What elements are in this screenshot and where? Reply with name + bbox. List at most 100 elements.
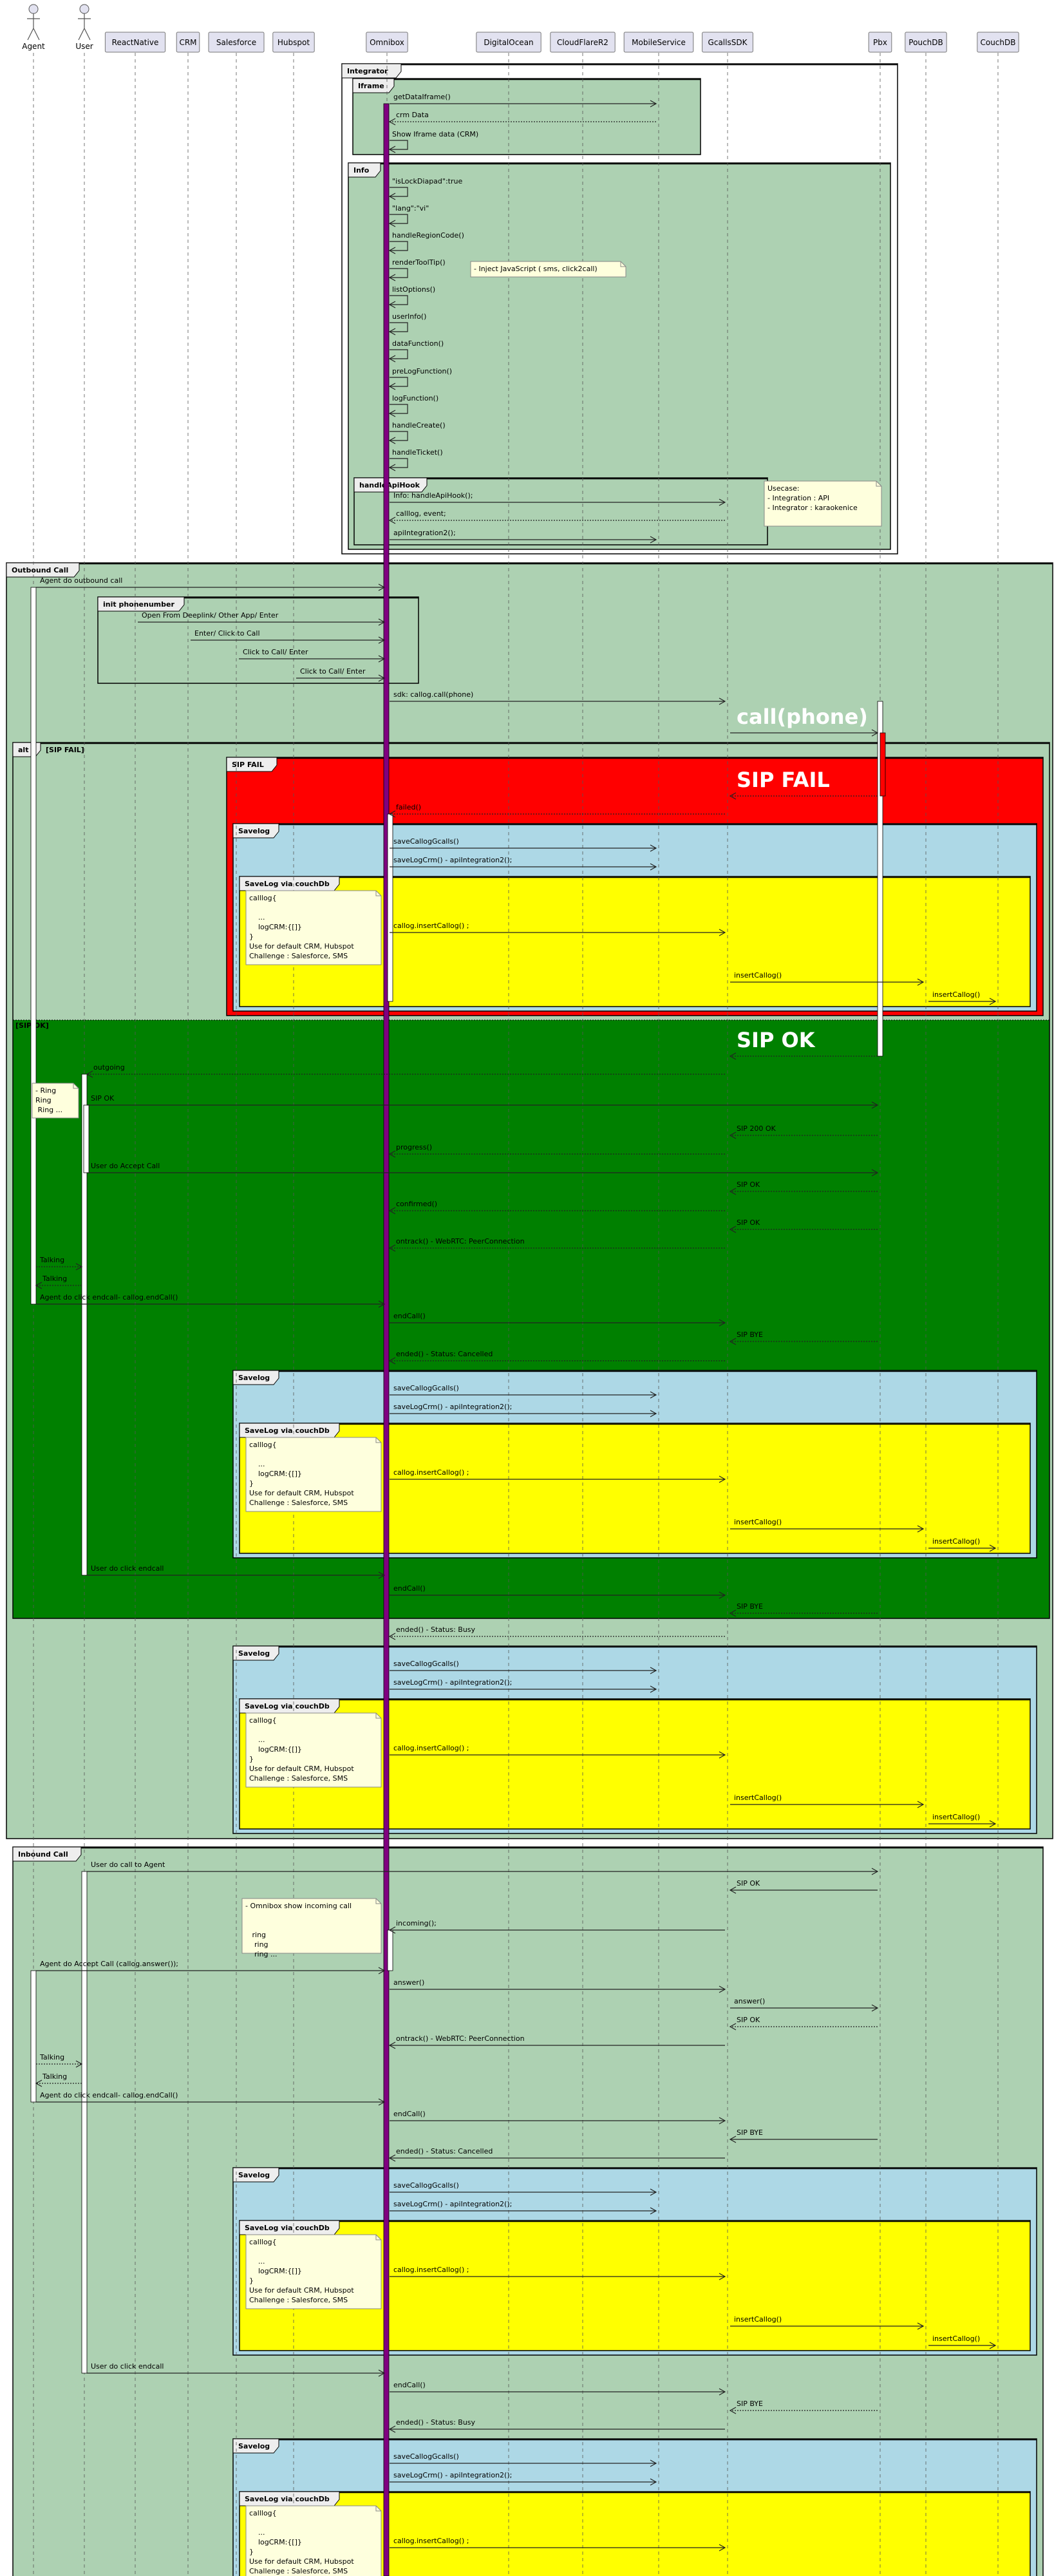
message: SIP OK: [729, 1180, 878, 1195]
message: insertCallog(): [928, 1813, 997, 1828]
message: saveLogCrm() - apiIntegration2();: [390, 856, 657, 871]
message: SIP BYE: [729, 2400, 878, 2414]
message-label: insertCallog(): [734, 2315, 782, 2324]
message-label: listOptions(): [392, 285, 435, 294]
alt-frame-box: [12, 742, 1050, 1619]
savelog-couchdb-frame-title: SaveLog via couchDb: [245, 2224, 330, 2232]
arrowhead: [989, 1820, 997, 1828]
message: endCall(): [390, 2381, 726, 2396]
api-hook-frame-tab: [353, 477, 428, 493]
integrator-frame-tab: [341, 63, 402, 79]
arrowhead: [729, 1609, 737, 1617]
arrowhead: [388, 355, 396, 363]
arrowhead: [871, 2004, 879, 2012]
message: endCall(): [390, 2110, 726, 2125]
message-label: SIP OK: [737, 2016, 760, 2024]
participant-pbx: Pbx: [868, 32, 892, 53]
actor-head-icon: [79, 4, 89, 14]
calllog-note-line: Challenge : Salesforce, SMS: [249, 952, 348, 960]
message-label: SIP OK: [91, 1094, 115, 1103]
inbound-call-frame-tab: [12, 1846, 82, 1862]
arrowhead: [719, 1319, 726, 1327]
message: endCall(): [390, 1312, 726, 1327]
arrowhead: [388, 437, 396, 444]
message-label: SIP OK: [737, 1180, 760, 1189]
inject-note: - Inject JavaScript ( sms, click2call): [470, 261, 626, 278]
savelog-couchdb-frame-title: SaveLog via couchDb: [245, 880, 330, 888]
message: incoming();: [388, 1919, 725, 1934]
message: saveCallogGcalls(): [390, 2452, 657, 2467]
calllog-note-line: ...: [249, 913, 265, 922]
calllog-note-line: ...: [249, 1736, 265, 1744]
message: SIP BYE: [729, 1331, 878, 1345]
message: Agent do outbound call: [36, 576, 386, 591]
calllog-note-fold: [375, 2506, 381, 2512]
iframe-frame-title: Iframe: [358, 82, 384, 90]
savelog-frame-tab: [232, 2438, 279, 2454]
message-label: callog.insertCallog() ;: [393, 1744, 469, 1752]
savelog-couchdb-frame-tab: [239, 1698, 340, 1714]
message: listOptions(): [388, 285, 435, 308]
message: saveCallogGcalls(): [390, 1384, 657, 1399]
calllog-note-box: [245, 1437, 382, 1512]
message-label: insertCallog(): [734, 1794, 782, 1802]
message-label: endCall(): [393, 1584, 426, 1593]
arrowhead: [650, 1410, 657, 1417]
message: saveCallogGcalls(): [390, 837, 657, 852]
message-label: "lang":"vi": [392, 204, 429, 213]
arrowhead: [871, 1101, 879, 1109]
message: Click to Call/ Enter: [296, 667, 386, 682]
arrowhead: [75, 2060, 83, 2068]
incoming-call-note-box: [241, 1898, 382, 1954]
arrowhead: [650, 100, 657, 108]
arrowhead: [388, 1150, 396, 1158]
sip-fail-frame-tab: [226, 757, 278, 772]
participant-digitalocean: DigitalOcean: [476, 32, 541, 53]
message: preLogFunction(): [388, 367, 452, 390]
info-frame-box: [348, 162, 891, 550]
participant-couchdb: CouchDB: [977, 32, 1019, 53]
activation-omnibox: [383, 103, 390, 2576]
message: Talking: [35, 2072, 82, 2087]
calllog-note-line: ...: [249, 1460, 265, 1468]
message-label: ontrack() - WebRTC: PeerConnection: [396, 2034, 525, 2043]
arrowhead: [917, 978, 925, 986]
alt-frame-guard: [SIP FAIL]: [46, 746, 84, 754]
arrowhead: [729, 2023, 737, 2031]
message-label: answer(): [393, 1978, 424, 1987]
message-label: SIP 200 OK: [737, 1124, 776, 1133]
message-label: insertCallog(): [734, 1518, 782, 1526]
calllog-note-fold: [375, 891, 381, 896]
message-label: User do click endcall: [91, 2362, 164, 2371]
message: Agent do Accept Call (callog.answer());: [36, 1960, 386, 1975]
init-phonenumber-frame-box: [97, 596, 419, 684]
message-label: saveCallogGcalls(): [393, 2181, 459, 2190]
message: handleCreate(): [388, 421, 446, 444]
arrowhead: [719, 2388, 726, 2396]
arrowhead: [388, 1926, 396, 1934]
arrowhead: [989, 1544, 997, 1552]
api-hook-frame-title: handleApiHook: [359, 481, 420, 489]
message-label: dataFunction(): [392, 339, 444, 348]
message-label: Talking: [39, 2053, 64, 2061]
calllog-note: calllog{ ... logCRM:{[]}}Use for default…: [245, 2234, 382, 2309]
inject-note-line: - Inject JavaScript ( sms, click2call): [474, 265, 598, 273]
calllog-note-line: calllog{: [249, 1441, 277, 1449]
participant-mobileservice: MobileService: [623, 32, 694, 53]
arrowhead: [378, 655, 386, 663]
message: apiIntegration2();: [390, 529, 657, 544]
message: dataFunction(): [388, 339, 444, 363]
arrowhead: [75, 1263, 83, 1271]
calllog-note-line: Use for default CRM, Hubspot: [249, 1489, 354, 1497]
incoming-call-note: - Omnibox show incoming call ring ring r…: [241, 1898, 382, 1958]
self-call-arrow: [390, 187, 408, 197]
message: SIP FAIL: [729, 768, 878, 800]
info-frame-title: Info: [353, 166, 370, 175]
arrowhead: [917, 1801, 925, 1808]
savelog-couchdb-frame-title: SaveLog via couchDb: [245, 1702, 330, 1710]
init-phonenumber-frame-title: init phonenumber: [103, 600, 174, 609]
inject-note-fold: [620, 261, 626, 267]
message-label: outgoing: [93, 1063, 125, 1072]
